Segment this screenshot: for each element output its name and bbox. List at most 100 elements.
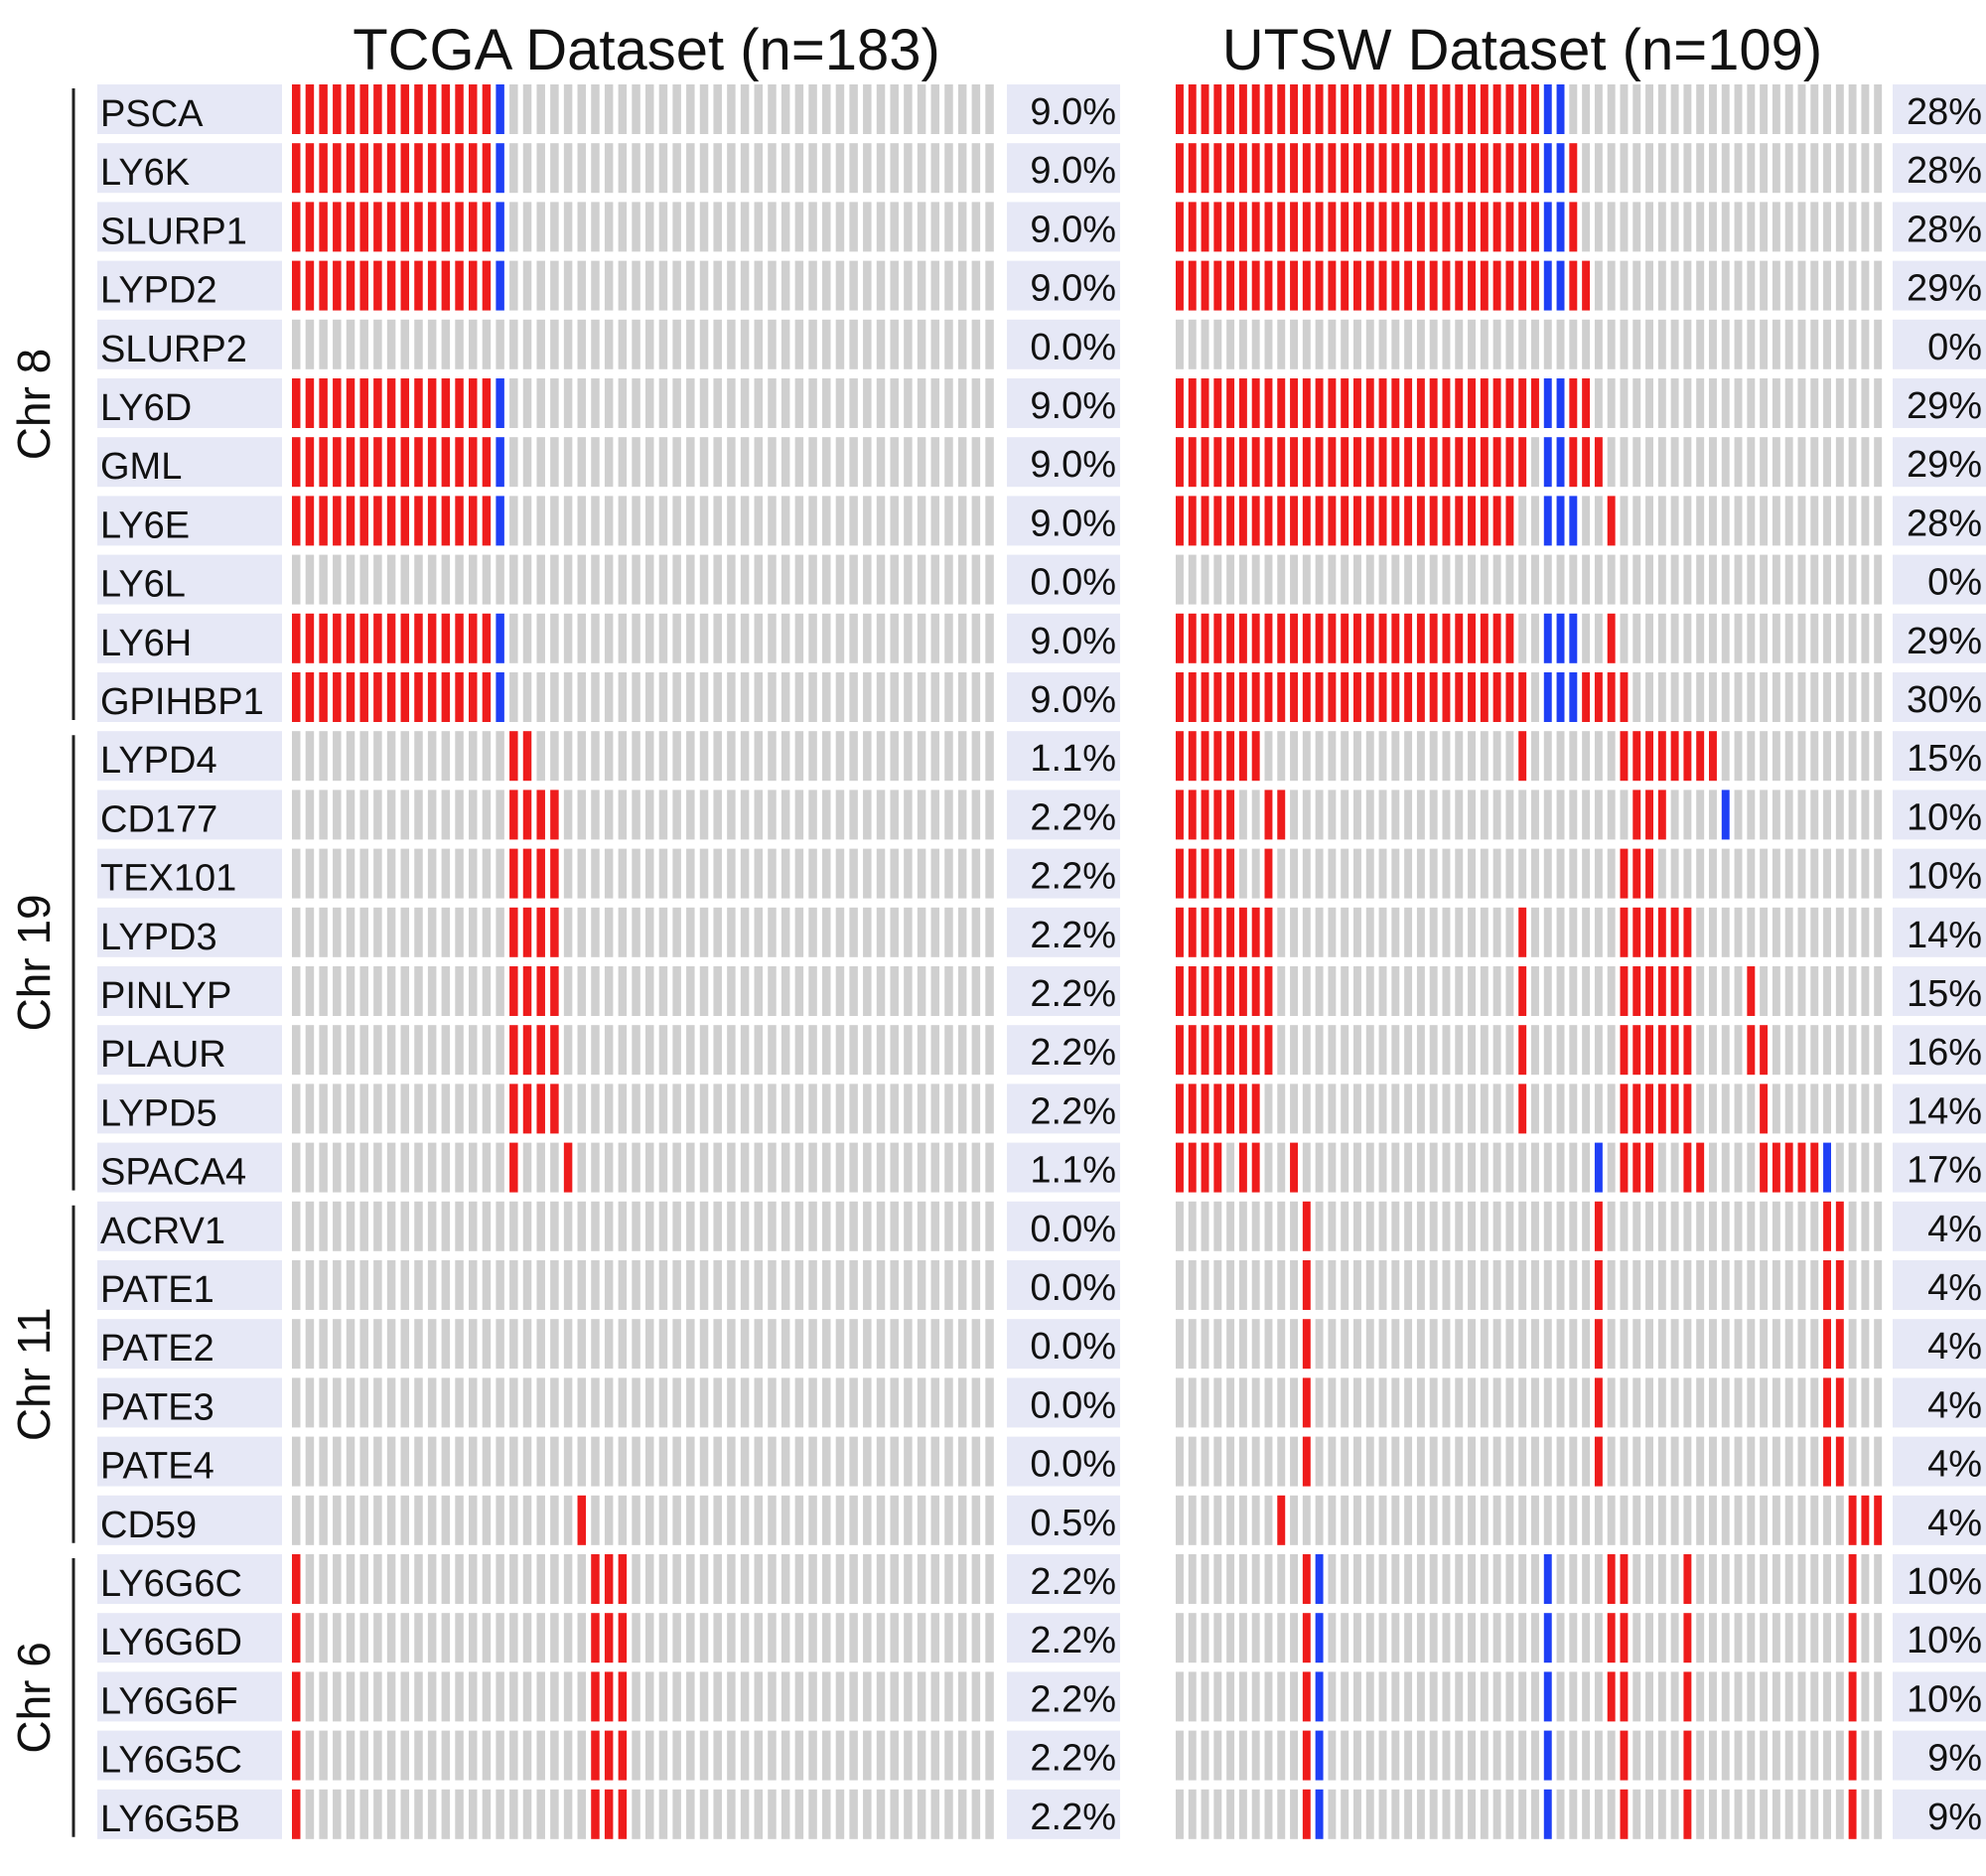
no-alteration-cell	[1328, 1083, 1337, 1134]
no-alteration-cell	[292, 554, 301, 605]
no-alteration-cell	[645, 1554, 654, 1604]
no-alteration-cell	[1784, 554, 1793, 605]
no-alteration-cell	[876, 1671, 886, 1722]
oncoprint-row	[292, 907, 994, 957]
no-alteration-cell	[686, 437, 695, 488]
no-alteration-cell	[319, 554, 328, 605]
no-alteration-cell	[727, 554, 736, 605]
no-alteration-cell	[822, 202, 831, 252]
no-alteration-cell	[563, 672, 573, 722]
no-alteration-cell	[727, 496, 736, 546]
amplification-cell	[1290, 260, 1298, 311]
no-alteration-cell	[740, 1377, 750, 1428]
no-alteration-cell	[686, 613, 695, 663]
amplification-cell	[1518, 731, 1527, 782]
no-alteration-cell	[727, 202, 736, 252]
no-alteration-cell	[740, 1260, 750, 1310]
alteration-percent: 0.0%	[1030, 1384, 1116, 1426]
no-alteration-cell	[1721, 1201, 1730, 1251]
no-alteration-cell	[1683, 1201, 1692, 1251]
no-alteration-cell	[1328, 1730, 1337, 1781]
no-alteration-cell	[1607, 319, 1616, 369]
no-alteration-cell	[414, 1201, 423, 1251]
no-alteration-cell	[618, 731, 628, 782]
no-alteration-cell	[1709, 1730, 1717, 1781]
oncoprint-row	[1176, 1319, 1883, 1370]
gene-label: PATE3	[100, 1386, 214, 1428]
gene-label-background	[97, 1260, 282, 1310]
no-alteration-cell	[904, 1789, 913, 1839]
amplification-cell	[1784, 1142, 1793, 1193]
alteration-percent: 0.0%	[1030, 1209, 1116, 1250]
no-alteration-cell	[822, 1789, 831, 1839]
no-alteration-cell	[1784, 1613, 1793, 1663]
no-alteration-cell	[1264, 1730, 1273, 1781]
no-alteration-cell	[1238, 1319, 1247, 1370]
amplification-cell	[1404, 84, 1413, 134]
gene-label-background	[97, 143, 282, 194]
no-alteration-cell	[1468, 1083, 1476, 1134]
no-alteration-cell	[563, 1319, 573, 1370]
no-alteration-cell	[658, 1436, 668, 1487]
no-alteration-cell	[713, 1377, 722, 1428]
amplification-cell	[1277, 260, 1286, 311]
no-alteration-cell	[1861, 1436, 1870, 1487]
amplification-cell	[319, 672, 328, 722]
no-alteration-cell	[1696, 672, 1705, 722]
no-alteration-cell	[1747, 554, 1756, 605]
no-alteration-cell	[1531, 672, 1539, 722]
no-alteration-cell	[780, 790, 790, 840]
no-alteration-cell	[1480, 1319, 1489, 1370]
amplification-cell	[1620, 907, 1629, 957]
no-alteration-cell	[1518, 790, 1527, 840]
no-alteration-cell	[1518, 554, 1527, 605]
no-alteration-cell	[400, 1319, 410, 1370]
no-alteration-cell	[1556, 907, 1565, 957]
no-alteration-cell	[469, 731, 478, 782]
no-alteration-cell	[904, 1201, 913, 1251]
no-alteration-cell	[863, 319, 872, 369]
no-alteration-cell	[1468, 731, 1476, 782]
deletion-cell	[1556, 496, 1565, 546]
no-alteration-cell	[1683, 1260, 1692, 1310]
alteration-percent: 4%	[1927, 1384, 1982, 1426]
no-alteration-cell	[944, 202, 953, 252]
no-alteration-cell	[1442, 907, 1451, 957]
no-alteration-cell	[482, 319, 492, 369]
no-alteration-cell	[1290, 966, 1298, 1016]
no-alteration-cell	[1531, 437, 1539, 488]
no-alteration-cell	[1734, 554, 1743, 605]
no-alteration-cell	[632, 1201, 640, 1251]
no-alteration-cell	[1823, 496, 1831, 546]
no-alteration-cell	[1442, 1319, 1451, 1370]
no-alteration-cell	[1810, 1025, 1819, 1076]
no-alteration-cell	[509, 1260, 518, 1310]
deletion-cell	[496, 378, 504, 428]
amplification-cell	[1302, 613, 1311, 663]
no-alteration-cell	[386, 1671, 396, 1722]
no-alteration-cell	[577, 319, 587, 369]
amplification-cell	[1341, 378, 1349, 428]
no-alteration-cell	[1835, 790, 1844, 840]
no-alteration-cell	[400, 1495, 410, 1545]
no-alteration-cell	[1378, 1260, 1387, 1310]
no-alteration-cell	[1505, 1730, 1514, 1781]
no-alteration-cell	[1302, 1083, 1311, 1134]
no-alteration-cell	[591, 260, 600, 311]
no-alteration-cell	[1315, 907, 1324, 957]
no-alteration-cell	[849, 1789, 858, 1839]
no-alteration-cell	[359, 554, 368, 605]
no-alteration-cell	[427, 848, 437, 899]
no-alteration-cell	[1797, 1083, 1806, 1134]
no-alteration-cell	[904, 966, 913, 1016]
no-alteration-cell	[645, 907, 654, 957]
no-alteration-cell	[386, 1025, 396, 1076]
no-alteration-cell	[496, 731, 504, 782]
no-alteration-cell	[1810, 790, 1819, 840]
no-alteration-cell	[1455, 554, 1464, 605]
amplification-cell	[1277, 613, 1286, 663]
no-alteration-cell	[373, 1201, 382, 1251]
no-alteration-cell	[686, 1025, 695, 1076]
no-alteration-cell	[604, 554, 614, 605]
